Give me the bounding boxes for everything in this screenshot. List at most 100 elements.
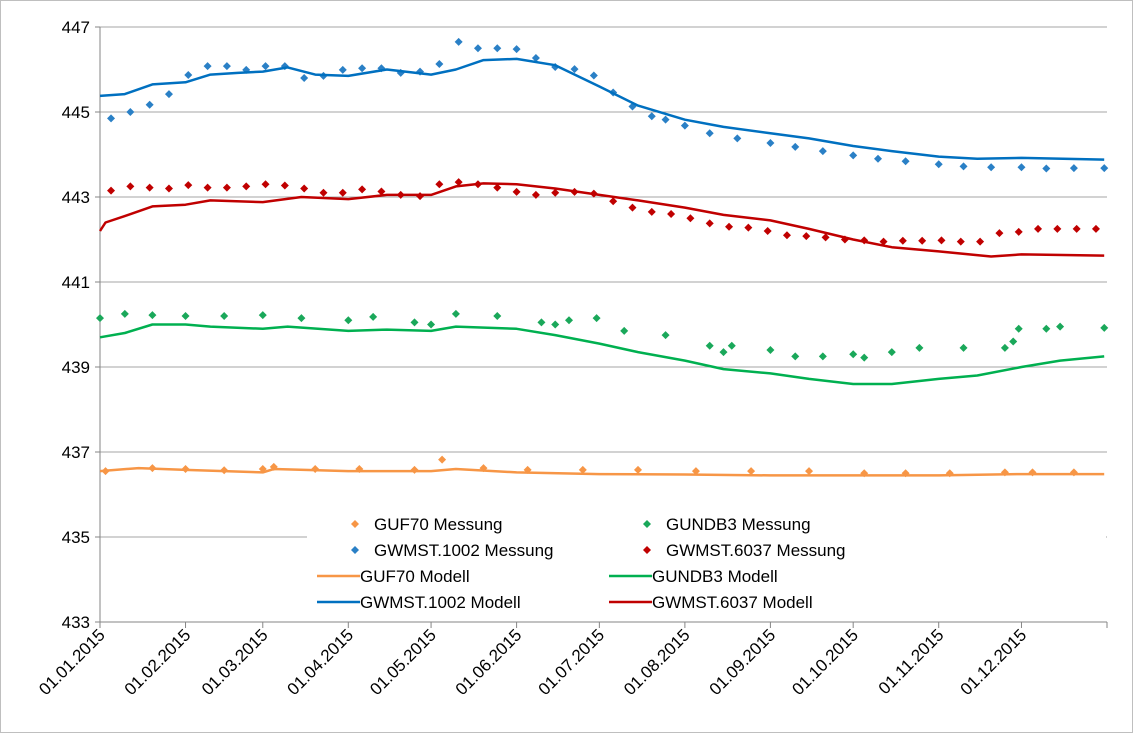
data-point bbox=[454, 178, 463, 187]
y-tick-label: 433 bbox=[62, 613, 90, 632]
data-point bbox=[1100, 323, 1109, 332]
data-point bbox=[451, 309, 460, 318]
data-point bbox=[1100, 164, 1109, 173]
y-tick-label: 439 bbox=[62, 358, 90, 377]
data-point bbox=[719, 348, 728, 357]
y-tick-label: 443 bbox=[62, 188, 90, 207]
data-point bbox=[733, 134, 742, 143]
data-point bbox=[493, 44, 502, 53]
data-point bbox=[300, 184, 309, 193]
data-point bbox=[297, 314, 306, 323]
data-point bbox=[705, 219, 714, 228]
data-point bbox=[937, 236, 946, 245]
data-point bbox=[647, 207, 656, 216]
data-point bbox=[592, 314, 601, 323]
y-tick-label: 437 bbox=[62, 443, 90, 462]
data-point bbox=[107, 114, 116, 123]
data-point bbox=[261, 62, 270, 71]
data-point bbox=[995, 229, 1004, 238]
data-point bbox=[358, 64, 367, 73]
data-point bbox=[184, 71, 193, 80]
data-point bbox=[107, 186, 116, 195]
legend-marker bbox=[351, 520, 359, 528]
data-point bbox=[747, 467, 756, 476]
legend-label: GUNDB3 Messung bbox=[666, 515, 811, 534]
data-point bbox=[849, 151, 858, 160]
data-point bbox=[427, 320, 436, 329]
data-point bbox=[145, 100, 154, 109]
data-point bbox=[126, 108, 135, 116]
data-point bbox=[725, 222, 734, 231]
data-point bbox=[145, 183, 154, 192]
data-point bbox=[438, 455, 447, 464]
y-tick-label: 441 bbox=[62, 273, 90, 292]
data-point bbox=[680, 121, 689, 130]
data-point bbox=[898, 236, 907, 245]
data-point bbox=[818, 147, 827, 156]
data-point bbox=[959, 162, 968, 171]
data-point bbox=[242, 182, 251, 191]
data-point bbox=[1017, 163, 1026, 172]
data-point bbox=[512, 187, 521, 196]
data-point bbox=[934, 160, 943, 169]
data-point bbox=[435, 59, 444, 68]
data-point bbox=[1014, 324, 1023, 333]
data-point bbox=[319, 188, 328, 197]
data-point bbox=[1009, 337, 1018, 346]
legend-marker bbox=[643, 546, 651, 554]
data-point bbox=[782, 231, 791, 240]
data-point bbox=[1000, 343, 1009, 352]
legend-label: GWMST.6037 Modell bbox=[652, 593, 813, 612]
data-point bbox=[338, 65, 347, 74]
data-point bbox=[377, 187, 386, 196]
legend-label: GWMST.1002 Modell bbox=[360, 593, 521, 612]
data-point bbox=[96, 314, 104, 323]
data-point bbox=[976, 237, 985, 246]
data-point bbox=[280, 181, 289, 190]
legend-label: GUF70 Messung bbox=[374, 515, 503, 534]
data-point bbox=[763, 227, 772, 235]
data-point bbox=[1034, 224, 1043, 233]
data-point bbox=[589, 71, 598, 80]
data-point bbox=[258, 311, 267, 320]
y-tick-label: 445 bbox=[62, 103, 90, 122]
data-point bbox=[531, 54, 540, 63]
data-point bbox=[661, 115, 670, 124]
data-point bbox=[620, 326, 629, 335]
data-point bbox=[551, 188, 560, 197]
data-point bbox=[633, 465, 642, 474]
data-point bbox=[261, 180, 270, 189]
data-line bbox=[99, 323, 1105, 386]
data-point bbox=[222, 183, 231, 192]
legend-label: GUF70 Modell bbox=[360, 567, 470, 586]
data-point bbox=[959, 343, 968, 352]
data-point bbox=[164, 90, 173, 99]
data-point bbox=[120, 309, 129, 318]
data-point bbox=[1072, 224, 1081, 233]
data-point bbox=[410, 318, 419, 327]
data-point bbox=[512, 45, 521, 54]
data-point bbox=[901, 157, 910, 166]
data-point bbox=[473, 44, 482, 53]
data-point bbox=[551, 320, 560, 329]
data-point bbox=[1042, 164, 1051, 173]
data-point bbox=[338, 188, 347, 197]
data-point bbox=[609, 197, 618, 206]
data-point bbox=[766, 139, 775, 148]
data-point bbox=[551, 62, 560, 71]
data-point bbox=[791, 352, 800, 361]
data-line bbox=[99, 466, 1105, 477]
data-point bbox=[493, 183, 502, 192]
data-point bbox=[531, 190, 540, 199]
data-point bbox=[203, 183, 212, 192]
data-point bbox=[454, 37, 463, 46]
data-point bbox=[181, 312, 190, 320]
data-point bbox=[691, 467, 700, 476]
legend-label: GWMST.6037 Messung bbox=[666, 541, 846, 560]
legend-marker bbox=[351, 546, 359, 554]
data-point bbox=[987, 163, 996, 172]
legend-marker bbox=[643, 520, 651, 528]
data-point bbox=[915, 343, 924, 352]
data-point bbox=[537, 318, 546, 327]
